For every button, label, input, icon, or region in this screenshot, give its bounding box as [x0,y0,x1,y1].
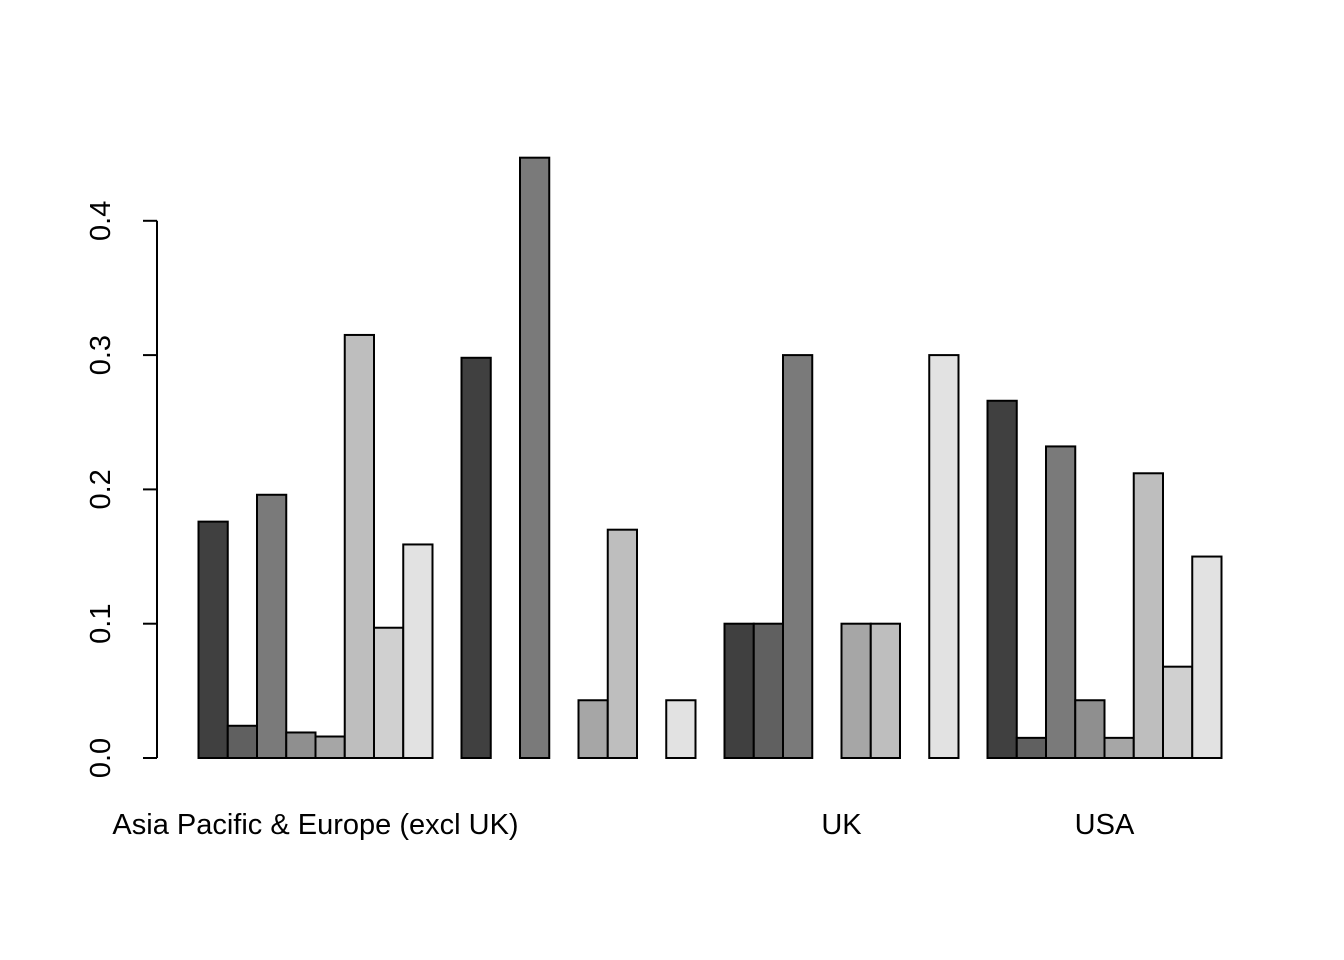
bar-series5-group2 [577,699,609,759]
y-tick-label: 0.0 [85,738,117,778]
y-tick-label: 0.1 [85,604,117,644]
bar-series6-group1 [343,333,375,759]
bar-series4-group1 [285,731,317,759]
bar-series8-group4 [1191,555,1223,759]
bar-series3-group1 [256,493,288,759]
bars-layer [197,156,1223,760]
bar-series8-group1 [402,543,434,760]
bar-series7-group4 [1162,665,1194,759]
category-label: Asia Pacific & Europe (excl UK) [112,809,518,841]
bar-series7-group1 [373,626,405,759]
bar-series5-group1 [314,735,346,760]
bar-series8-group3 [928,354,960,759]
bar-series6-group2 [606,528,638,759]
bar-series3-group2 [519,156,551,759]
bar-series3-group4 [1045,445,1077,759]
bar-series1-group2 [460,356,492,759]
category-label: USA [1075,809,1135,841]
bar-series1-group1 [197,520,229,759]
y-axis: 0.0 0.1 0.2 0.3 0.4 [85,201,158,778]
bar-series6-group4 [1132,472,1164,759]
y-tick-label: 0.3 [85,335,117,375]
bar-series1-group4 [986,399,1018,759]
bar-series4-group4 [1074,699,1106,759]
bar-series6-group3 [869,622,901,760]
bar-series2-group1 [226,724,258,760]
bar-series2-group3 [752,622,784,760]
bar-series5-group4 [1103,736,1135,759]
bar-series3-group3 [782,354,814,759]
bar-series2-group4 [1015,736,1047,759]
y-tick-label: 0.2 [85,469,117,509]
bar-series8-group2 [665,699,697,759]
category-labels: Asia Pacific & Europe (excl UK) UK USA [112,809,1135,841]
category-label: UK [821,809,862,841]
y-tick-label: 0.4 [85,201,117,241]
bar-series5-group3 [840,622,872,760]
bar-series1-group3 [723,622,755,760]
